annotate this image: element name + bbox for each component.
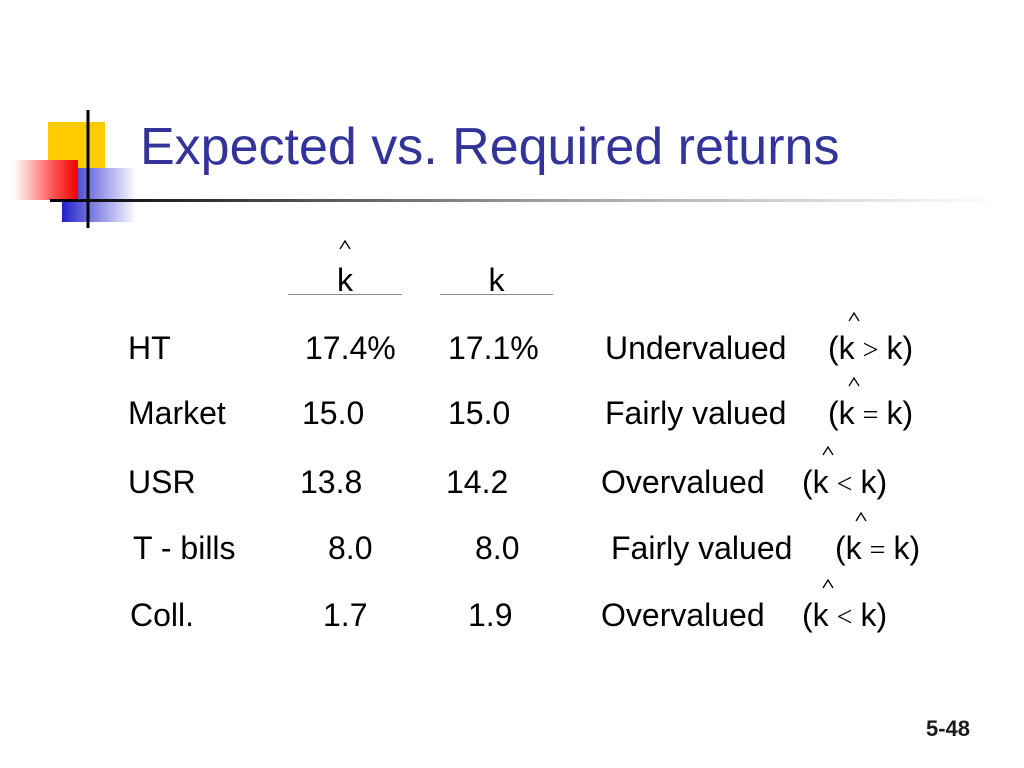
header-underline bbox=[440, 294, 553, 295]
condition-right: k) bbox=[860, 597, 888, 633]
condition-relation: = bbox=[869, 535, 886, 566]
assessment: Overvalued bbox=[601, 597, 765, 633]
expected-return: 13.8 bbox=[300, 464, 363, 500]
expected-return: 1.7 bbox=[323, 597, 368, 633]
condition-relation: = bbox=[862, 400, 879, 431]
row-name: T - bills bbox=[133, 530, 236, 566]
assessment: Fairly valued bbox=[611, 530, 793, 566]
required-return: 17.1% bbox=[448, 330, 539, 366]
condition-relation: < bbox=[836, 602, 853, 633]
condition-left: (k bbox=[828, 330, 855, 366]
condition-relation: > bbox=[862, 335, 879, 366]
header-underline bbox=[288, 294, 402, 295]
hat-accent bbox=[848, 377, 860, 387]
column-header: k bbox=[488, 262, 505, 298]
expected-return: 17.4% bbox=[305, 330, 396, 366]
condition-right: k) bbox=[886, 330, 914, 366]
condition: (k < k) bbox=[802, 446, 888, 505]
condition-left: (k bbox=[835, 530, 862, 566]
page-number: 5-48 bbox=[925, 716, 970, 741]
slide-title: Expected vs. Required returns bbox=[140, 118, 840, 176]
condition-left: (k bbox=[802, 464, 829, 500]
hat-accent bbox=[339, 240, 351, 250]
required-return: 1.9 bbox=[468, 597, 513, 633]
hat-accent bbox=[822, 579, 834, 589]
assessment: Fairly valued bbox=[605, 395, 787, 431]
condition-left: (k bbox=[828, 395, 855, 431]
row-name: USR bbox=[128, 464, 196, 500]
row-name: Market bbox=[128, 395, 226, 431]
expected-return: 8.0 bbox=[328, 530, 373, 566]
required-return: 8.0 bbox=[475, 530, 520, 566]
assessment: Undervalued bbox=[605, 330, 787, 366]
hat-accent bbox=[855, 512, 867, 522]
condition: (k = k) bbox=[828, 377, 914, 436]
condition-relation: < bbox=[836, 469, 853, 500]
condition-right: k) bbox=[893, 530, 921, 566]
required-return: 15.0 bbox=[448, 395, 511, 431]
row-name: Coll. bbox=[130, 597, 195, 633]
required-return: 14.2 bbox=[446, 464, 509, 500]
hat-accent bbox=[848, 312, 860, 322]
assessment: Overvalued bbox=[601, 464, 765, 500]
condition: (k < k) bbox=[802, 579, 888, 638]
column-header: k bbox=[337, 262, 353, 298]
row-name: HT bbox=[128, 330, 171, 366]
condition-right: k) bbox=[886, 395, 914, 431]
condition: (k = k) bbox=[835, 512, 921, 571]
title-decoration bbox=[14, 110, 1000, 228]
expected-return: 15.0 bbox=[302, 395, 365, 431]
condition-left: (k bbox=[802, 597, 829, 633]
condition: (k > k) bbox=[828, 312, 914, 371]
condition-right: k) bbox=[860, 464, 888, 500]
hat-accent bbox=[822, 446, 834, 456]
